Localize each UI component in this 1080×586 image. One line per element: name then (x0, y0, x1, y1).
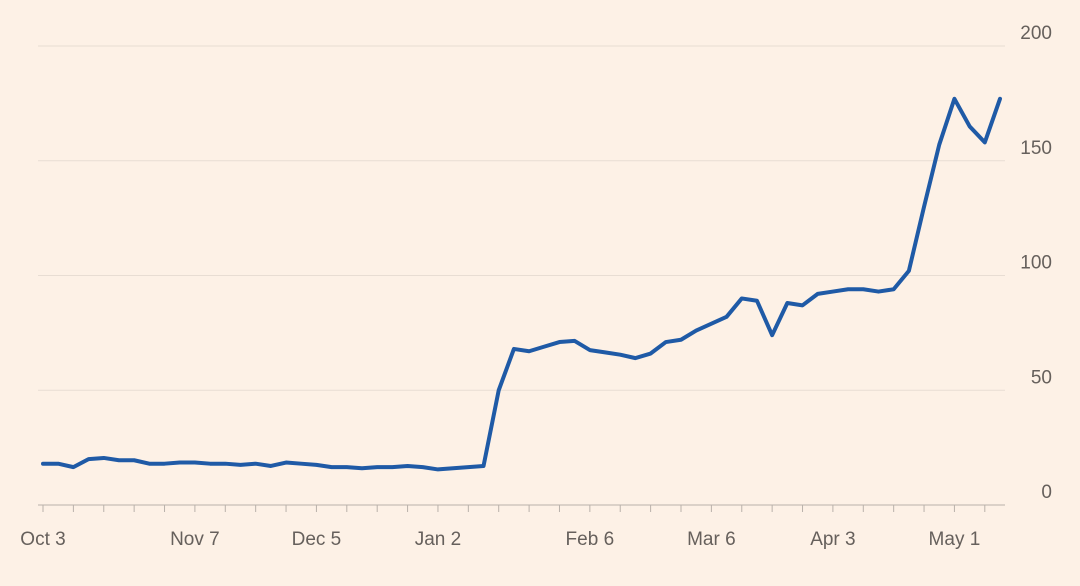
x-tick-label: May 1 (929, 529, 981, 550)
x-tick-label: Dec 5 (292, 529, 342, 550)
y-tick-label: 100 (1020, 253, 1052, 274)
y-tick-label: 150 (1020, 138, 1052, 159)
x-tick-label: Nov 7 (170, 529, 220, 550)
y-tick-label: 0 (1041, 482, 1052, 503)
y-tick-label: 50 (1031, 367, 1052, 388)
x-tick-label: Mar 6 (687, 529, 736, 550)
x-tick-label: Feb 6 (566, 529, 615, 550)
line (41, 96, 1002, 472)
x-tick-label: Oct 3 (20, 529, 65, 550)
y-tick-label: 200 (1020, 23, 1052, 44)
x-tick-label: Jan 2 (415, 529, 461, 550)
x-tick-label: Apr 3 (810, 529, 855, 550)
